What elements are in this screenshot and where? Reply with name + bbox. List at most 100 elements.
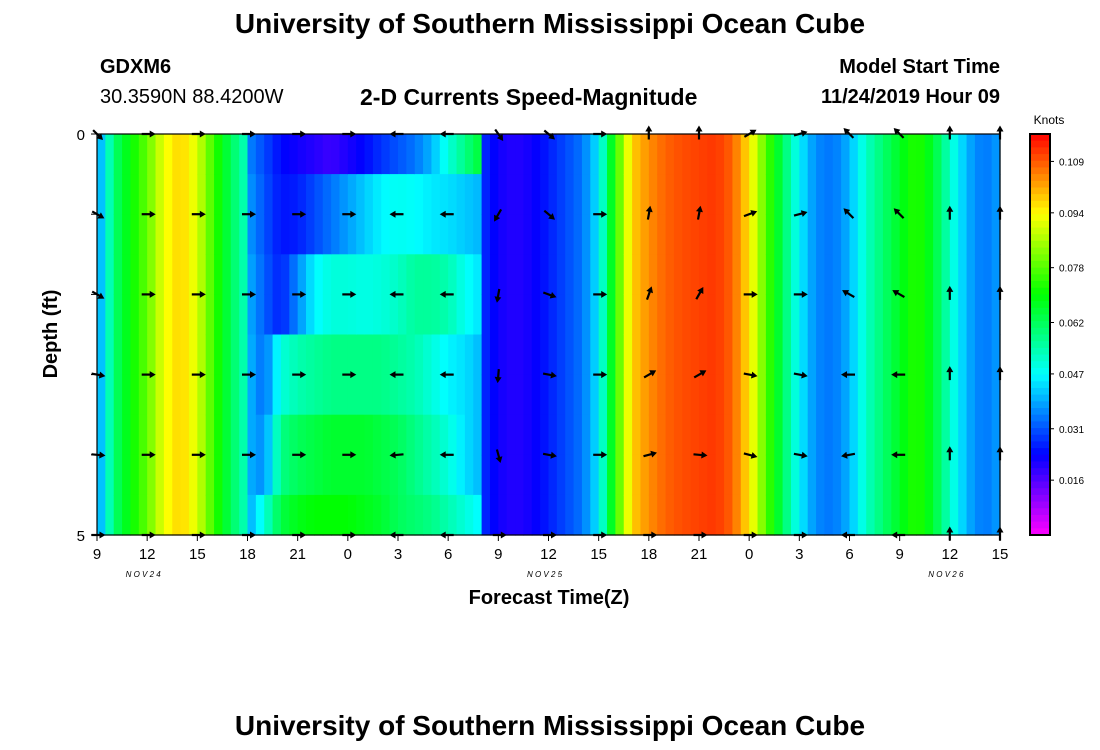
heatmap-cell (297, 294, 307, 336)
heatmap-cell (439, 214, 449, 255)
heatmap-cell (623, 454, 633, 496)
heatmap-cell (456, 174, 466, 215)
heatmap-cell (690, 214, 700, 255)
heatmap-cell (857, 134, 867, 175)
heatmap-cell (448, 334, 458, 376)
heatmap-cell (640, 254, 650, 295)
heatmap-cell (632, 254, 642, 295)
heatmap-cell (188, 174, 198, 215)
colorbar-swatch (1030, 260, 1050, 269)
heatmap-cell (632, 294, 642, 336)
heatmap-cell (431, 374, 441, 416)
heatmap-cell (866, 414, 876, 456)
heatmap-cell (799, 294, 809, 336)
heatmap-cell (289, 174, 299, 215)
heatmap-cell (347, 454, 357, 496)
heatmap-cell (155, 294, 165, 336)
heatmap-cell (908, 134, 917, 175)
heatmap-cell (857, 494, 867, 536)
heatmap-cell (398, 214, 407, 255)
heatmap-cell (857, 334, 867, 376)
heatmap-cell (138, 454, 148, 496)
heatmap-cell (523, 174, 533, 215)
heatmap-cell (958, 454, 968, 496)
current-vector (542, 451, 557, 459)
heatmap-cell (699, 374, 708, 416)
colorbar-swatch (1030, 354, 1050, 362)
heatmap-cell (172, 294, 182, 336)
heatmap-cell (489, 294, 499, 336)
heatmap-cell (673, 494, 683, 536)
heatmap-cell (891, 454, 901, 496)
heatmap-cell (272, 294, 282, 336)
heatmap-cell (280, 334, 290, 376)
heatmap-cell (130, 134, 140, 175)
heatmap-cell (230, 334, 240, 376)
heatmap-cell (974, 294, 984, 336)
heatmap-cell (356, 414, 366, 456)
colorbar-swatch (1030, 167, 1050, 175)
heatmap-cell (130, 454, 140, 496)
current-vector (439, 210, 454, 218)
heatmap-cell (765, 214, 775, 255)
heatmap-cell (966, 494, 976, 536)
heatmap-cell (782, 214, 792, 255)
heatmap-cell (272, 174, 282, 215)
heatmap-cell (857, 294, 867, 336)
heatmap-cell (765, 334, 775, 376)
heatmap-cell (431, 134, 441, 175)
heatmap-cell (648, 134, 658, 175)
heatmap-cell (991, 454, 1001, 496)
heatmap-cell (983, 334, 993, 376)
heatmap-cell (882, 254, 892, 295)
heatmap-cell (197, 214, 207, 255)
heatmap-cell (949, 494, 959, 536)
heatmap-cell (991, 134, 1001, 175)
heatmap-cell (799, 494, 809, 536)
heatmap-cell (665, 254, 675, 295)
heatmap-cell (489, 214, 499, 255)
heatmap-cell (799, 374, 809, 416)
heatmap-cell (924, 374, 934, 416)
heatmap-cell (774, 214, 784, 255)
heatmap-cell (991, 374, 1001, 416)
heatmap-cell (255, 134, 265, 175)
heatmap-cell (849, 494, 859, 536)
current-vector (593, 371, 608, 379)
heatmap-cell (682, 494, 692, 536)
current-vector (141, 451, 156, 459)
heatmap-cell (707, 214, 717, 255)
heatmap-cell (874, 414, 884, 456)
heatmap-cell (97, 134, 106, 175)
colorbar-swatch (1030, 381, 1050, 389)
heatmap-cell (790, 134, 800, 175)
heatmap-cell (155, 454, 165, 496)
heatmap-cell (540, 294, 550, 336)
x-axis-label: Forecast Time(Z) (469, 587, 630, 609)
heatmap-cell (347, 134, 357, 175)
heatmap-cell (807, 454, 817, 496)
heatmap-cell (297, 174, 307, 215)
heatmap-cell (774, 294, 784, 336)
heatmap-cell (615, 254, 625, 295)
heatmap-cell (147, 414, 157, 456)
heatmap-cell (774, 334, 784, 376)
heatmap-cell (473, 414, 483, 456)
current-vector (389, 210, 404, 218)
heatmap-cell (439, 454, 449, 496)
heatmap-cell (331, 294, 341, 336)
heatmap-cell (214, 334, 224, 376)
heatmap-cell (431, 294, 441, 336)
heatmap-cell (882, 294, 892, 336)
heatmap-cell (331, 454, 341, 496)
heatmap-cell (916, 414, 926, 456)
heatmap-cell (147, 494, 157, 536)
heatmap-cell (230, 174, 240, 215)
heatmap-cell (623, 374, 633, 416)
heatmap-cell (389, 334, 399, 376)
heatmap-cell (974, 254, 984, 295)
heatmap-cell (824, 294, 834, 336)
current-vector (946, 285, 954, 300)
heatmap-cell (824, 494, 834, 536)
heatmap-cell (715, 174, 725, 215)
